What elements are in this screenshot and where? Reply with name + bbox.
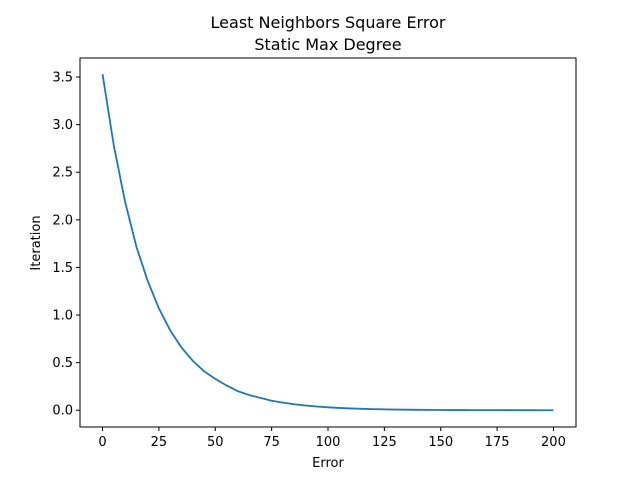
y-axis-label: Iteration — [29, 215, 44, 270]
y-tick-label: 3.0 — [52, 118, 73, 133]
series-line-0 — [101, 74, 554, 412]
y-tick-label: 1.5 — [52, 261, 73, 276]
y-axis: 0.0 0.5 1.0 1.5 2.0 2.5 3.0 3.5 — [52, 71, 80, 419]
y-tick-label: 2.5 — [52, 166, 73, 181]
x-tick-label: 100 — [316, 435, 341, 450]
plot-frame — [79, 57, 577, 428]
x-axis: 0 25 50 75 100 125 150 175 200 — [98, 427, 566, 450]
y-tick-label: 0.5 — [52, 356, 73, 371]
x-tick-label: 50 — [207, 435, 224, 450]
chart-subtitle: Static Max Degree — [254, 35, 401, 54]
y-tick-label: 2.0 — [52, 213, 73, 228]
x-tick-label: 25 — [151, 435, 168, 450]
x-axis-label: Error — [312, 456, 344, 471]
y-tick-label: 3.5 — [52, 71, 73, 86]
chart-title: Least Neighbors Square Error — [211, 13, 446, 32]
x-tick-label: 200 — [541, 435, 566, 450]
y-tick-label: 0.0 — [52, 404, 73, 419]
x-tick-label: 75 — [263, 435, 280, 450]
x-tick-label: 175 — [485, 435, 510, 450]
plot-area — [101, 74, 554, 412]
x-tick-label: 0 — [98, 435, 106, 450]
x-tick-label: 150 — [428, 435, 453, 450]
y-tick-label: 1.0 — [52, 309, 73, 324]
x-tick-label: 125 — [372, 435, 397, 450]
